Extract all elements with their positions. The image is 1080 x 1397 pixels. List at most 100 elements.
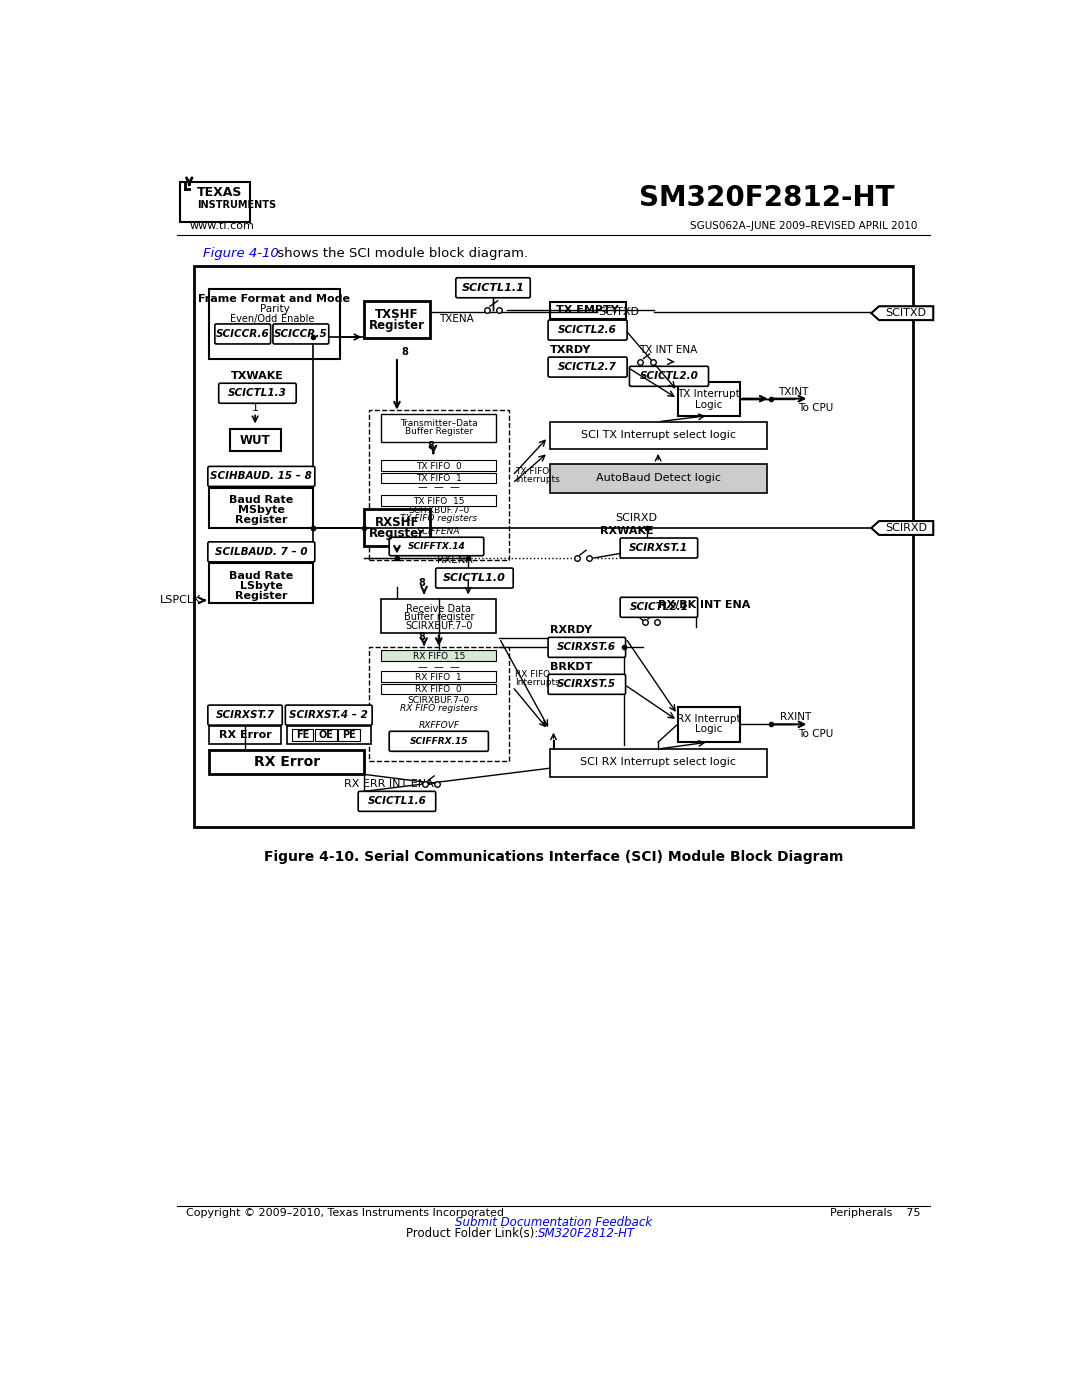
Bar [230, 429, 281, 451]
Text: TX FIFO  0: TX FIFO 0 [416, 462, 461, 471]
Text: TXSHF: TXSHF [375, 309, 419, 321]
Text: Interrupts: Interrupts [515, 678, 559, 686]
FancyBboxPatch shape [207, 542, 314, 562]
Text: RX Interrupt: RX Interrupt [677, 714, 740, 724]
FancyBboxPatch shape [285, 705, 373, 725]
Text: RX/BK INT ENA: RX/BK INT ENA [659, 599, 751, 610]
Text: SCI RX Interrupt select logic: SCI RX Interrupt select logic [580, 757, 737, 767]
Bar [677, 381, 740, 415]
Text: Register: Register [235, 515, 287, 525]
Text: SCICTL2.0: SCICTL2.0 [639, 372, 699, 381]
Bar [338, 729, 360, 742]
Text: RX FIFO registers: RX FIFO registers [400, 704, 477, 714]
Text: RXFFOVF: RXFFOVF [418, 721, 459, 729]
Bar [210, 563, 313, 604]
FancyBboxPatch shape [548, 358, 627, 377]
Bar [364, 509, 430, 546]
Bar [210, 488, 313, 528]
Text: SCILBAUD. 7 – 0: SCILBAUD. 7 – 0 [215, 546, 308, 557]
Text: Buffer Register: Buffer Register [405, 427, 473, 436]
Text: SM320F2812-HT: SM320F2812-HT [538, 1227, 635, 1239]
Text: TXINT: TXINT [779, 387, 809, 397]
Text: RXINT: RXINT [780, 712, 811, 722]
Text: TX FIFO  15: TX FIFO 15 [413, 496, 464, 506]
Text: SM320F2812-HT: SM320F2812-HT [638, 184, 894, 212]
Text: LSbyte: LSbyte [240, 581, 283, 591]
Text: Buffer register: Buffer register [404, 612, 474, 622]
Bar [550, 749, 767, 777]
Text: Peripherals    75: Peripherals 75 [831, 1208, 921, 1218]
Text: 8: 8 [402, 348, 408, 358]
Text: RXENA: RXENA [437, 556, 473, 566]
Text: TX FIFO registers: TX FIFO registers [401, 514, 477, 524]
Bar [381, 414, 496, 441]
FancyBboxPatch shape [273, 324, 328, 344]
Text: SCIRXD: SCIRXD [616, 513, 658, 522]
Text: TX FIFO: TX FIFO [515, 467, 549, 476]
Text: SCICTL1.0: SCICTL1.0 [443, 573, 505, 583]
Text: Even/Odd: Even/Odd [230, 313, 278, 324]
Text: AutoBaud Detect logic: AutoBaud Detect logic [596, 474, 720, 483]
Text: 8: 8 [418, 631, 426, 641]
Text: INSTRUMENTS: INSTRUMENTS [197, 200, 276, 210]
Text: SCIHBAUD. 15 – 8: SCIHBAUD. 15 – 8 [211, 471, 312, 482]
FancyBboxPatch shape [456, 278, 530, 298]
Bar [381, 671, 496, 682]
Text: SCICCR.5: SCICCR.5 [274, 328, 327, 339]
Text: Logic: Logic [694, 724, 723, 733]
Bar [550, 422, 767, 450]
Text: Transmitter–Data: Transmitter–Data [400, 419, 477, 427]
Text: SCIFFTX.14: SCIFFTX.14 [407, 542, 465, 550]
Text: SCICTL1.3: SCICTL1.3 [228, 388, 287, 398]
Bar [210, 726, 281, 745]
Text: SCICTL2.1: SCICTL2.1 [630, 602, 688, 612]
Text: To CPU: To CPU [798, 729, 834, 739]
Text: SCIRXST.4 – 2: SCIRXST.4 – 2 [289, 710, 368, 719]
Text: SCICTL2.6: SCICTL2.6 [558, 326, 617, 335]
Text: TEXAS: TEXAS [197, 186, 242, 198]
Text: Figure 4-10. Serial Communications Interface (SCI) Module Block Diagram: Figure 4-10. Serial Communications Inter… [264, 849, 843, 863]
Bar [381, 460, 496, 471]
Text: SCITXBUF.7–0: SCITXBUF.7–0 [408, 506, 470, 514]
Bar [369, 647, 509, 760]
Text: Figure 4-10: Figure 4-10 [203, 247, 279, 260]
FancyBboxPatch shape [215, 324, 271, 344]
Bar [550, 302, 625, 320]
FancyBboxPatch shape [548, 637, 625, 658]
Text: Baud Rate: Baud Rate [229, 571, 294, 581]
Text: SCIRXST.1: SCIRXST.1 [630, 543, 688, 553]
Text: shows the SCI module block diagram.: shows the SCI module block diagram. [273, 247, 528, 260]
Text: RX FIFO  1: RX FIFO 1 [416, 673, 462, 682]
Bar [381, 472, 496, 483]
Text: RX Error: RX Error [218, 731, 271, 740]
Text: SCITXD: SCITXD [598, 307, 639, 317]
Text: SCITXD: SCITXD [886, 309, 927, 319]
Text: TX Interrupt: TX Interrupt [677, 388, 740, 400]
Text: SCIRXBUF.7–0: SCIRXBUF.7–0 [408, 696, 470, 705]
Text: Register: Register [369, 527, 424, 539]
Polygon shape [872, 306, 933, 320]
Text: SCIRXST.7: SCIRXST.7 [216, 710, 274, 719]
Text: LSPCLK: LSPCLK [160, 595, 201, 605]
Text: 1: 1 [252, 402, 258, 414]
Text: WUT: WUT [240, 433, 270, 447]
FancyBboxPatch shape [207, 705, 282, 725]
FancyBboxPatch shape [218, 383, 296, 404]
Text: SGUS062A–JUNE 2009–REVISED APRIL 2010: SGUS062A–JUNE 2009–REVISED APRIL 2010 [690, 221, 918, 231]
Bar [210, 289, 339, 359]
Text: Submit Documentation Feedback: Submit Documentation Feedback [455, 1215, 652, 1229]
Text: BRKDT: BRKDT [550, 662, 592, 672]
Text: TX EMPTY: TX EMPTY [556, 305, 619, 316]
Text: 8: 8 [418, 578, 426, 588]
Text: PE: PE [342, 731, 355, 740]
Text: Baud Rate: Baud Rate [229, 496, 294, 506]
Bar [381, 651, 496, 661]
Bar [210, 750, 364, 774]
Text: Product Folder Link(s):: Product Folder Link(s): [406, 1227, 546, 1239]
FancyBboxPatch shape [359, 791, 435, 812]
Bar [314, 729, 337, 742]
Text: RXRDY: RXRDY [550, 624, 592, 634]
Text: MSbyte: MSbyte [238, 506, 285, 515]
Text: —  —  —: — — — [418, 662, 460, 672]
Bar [369, 411, 509, 560]
